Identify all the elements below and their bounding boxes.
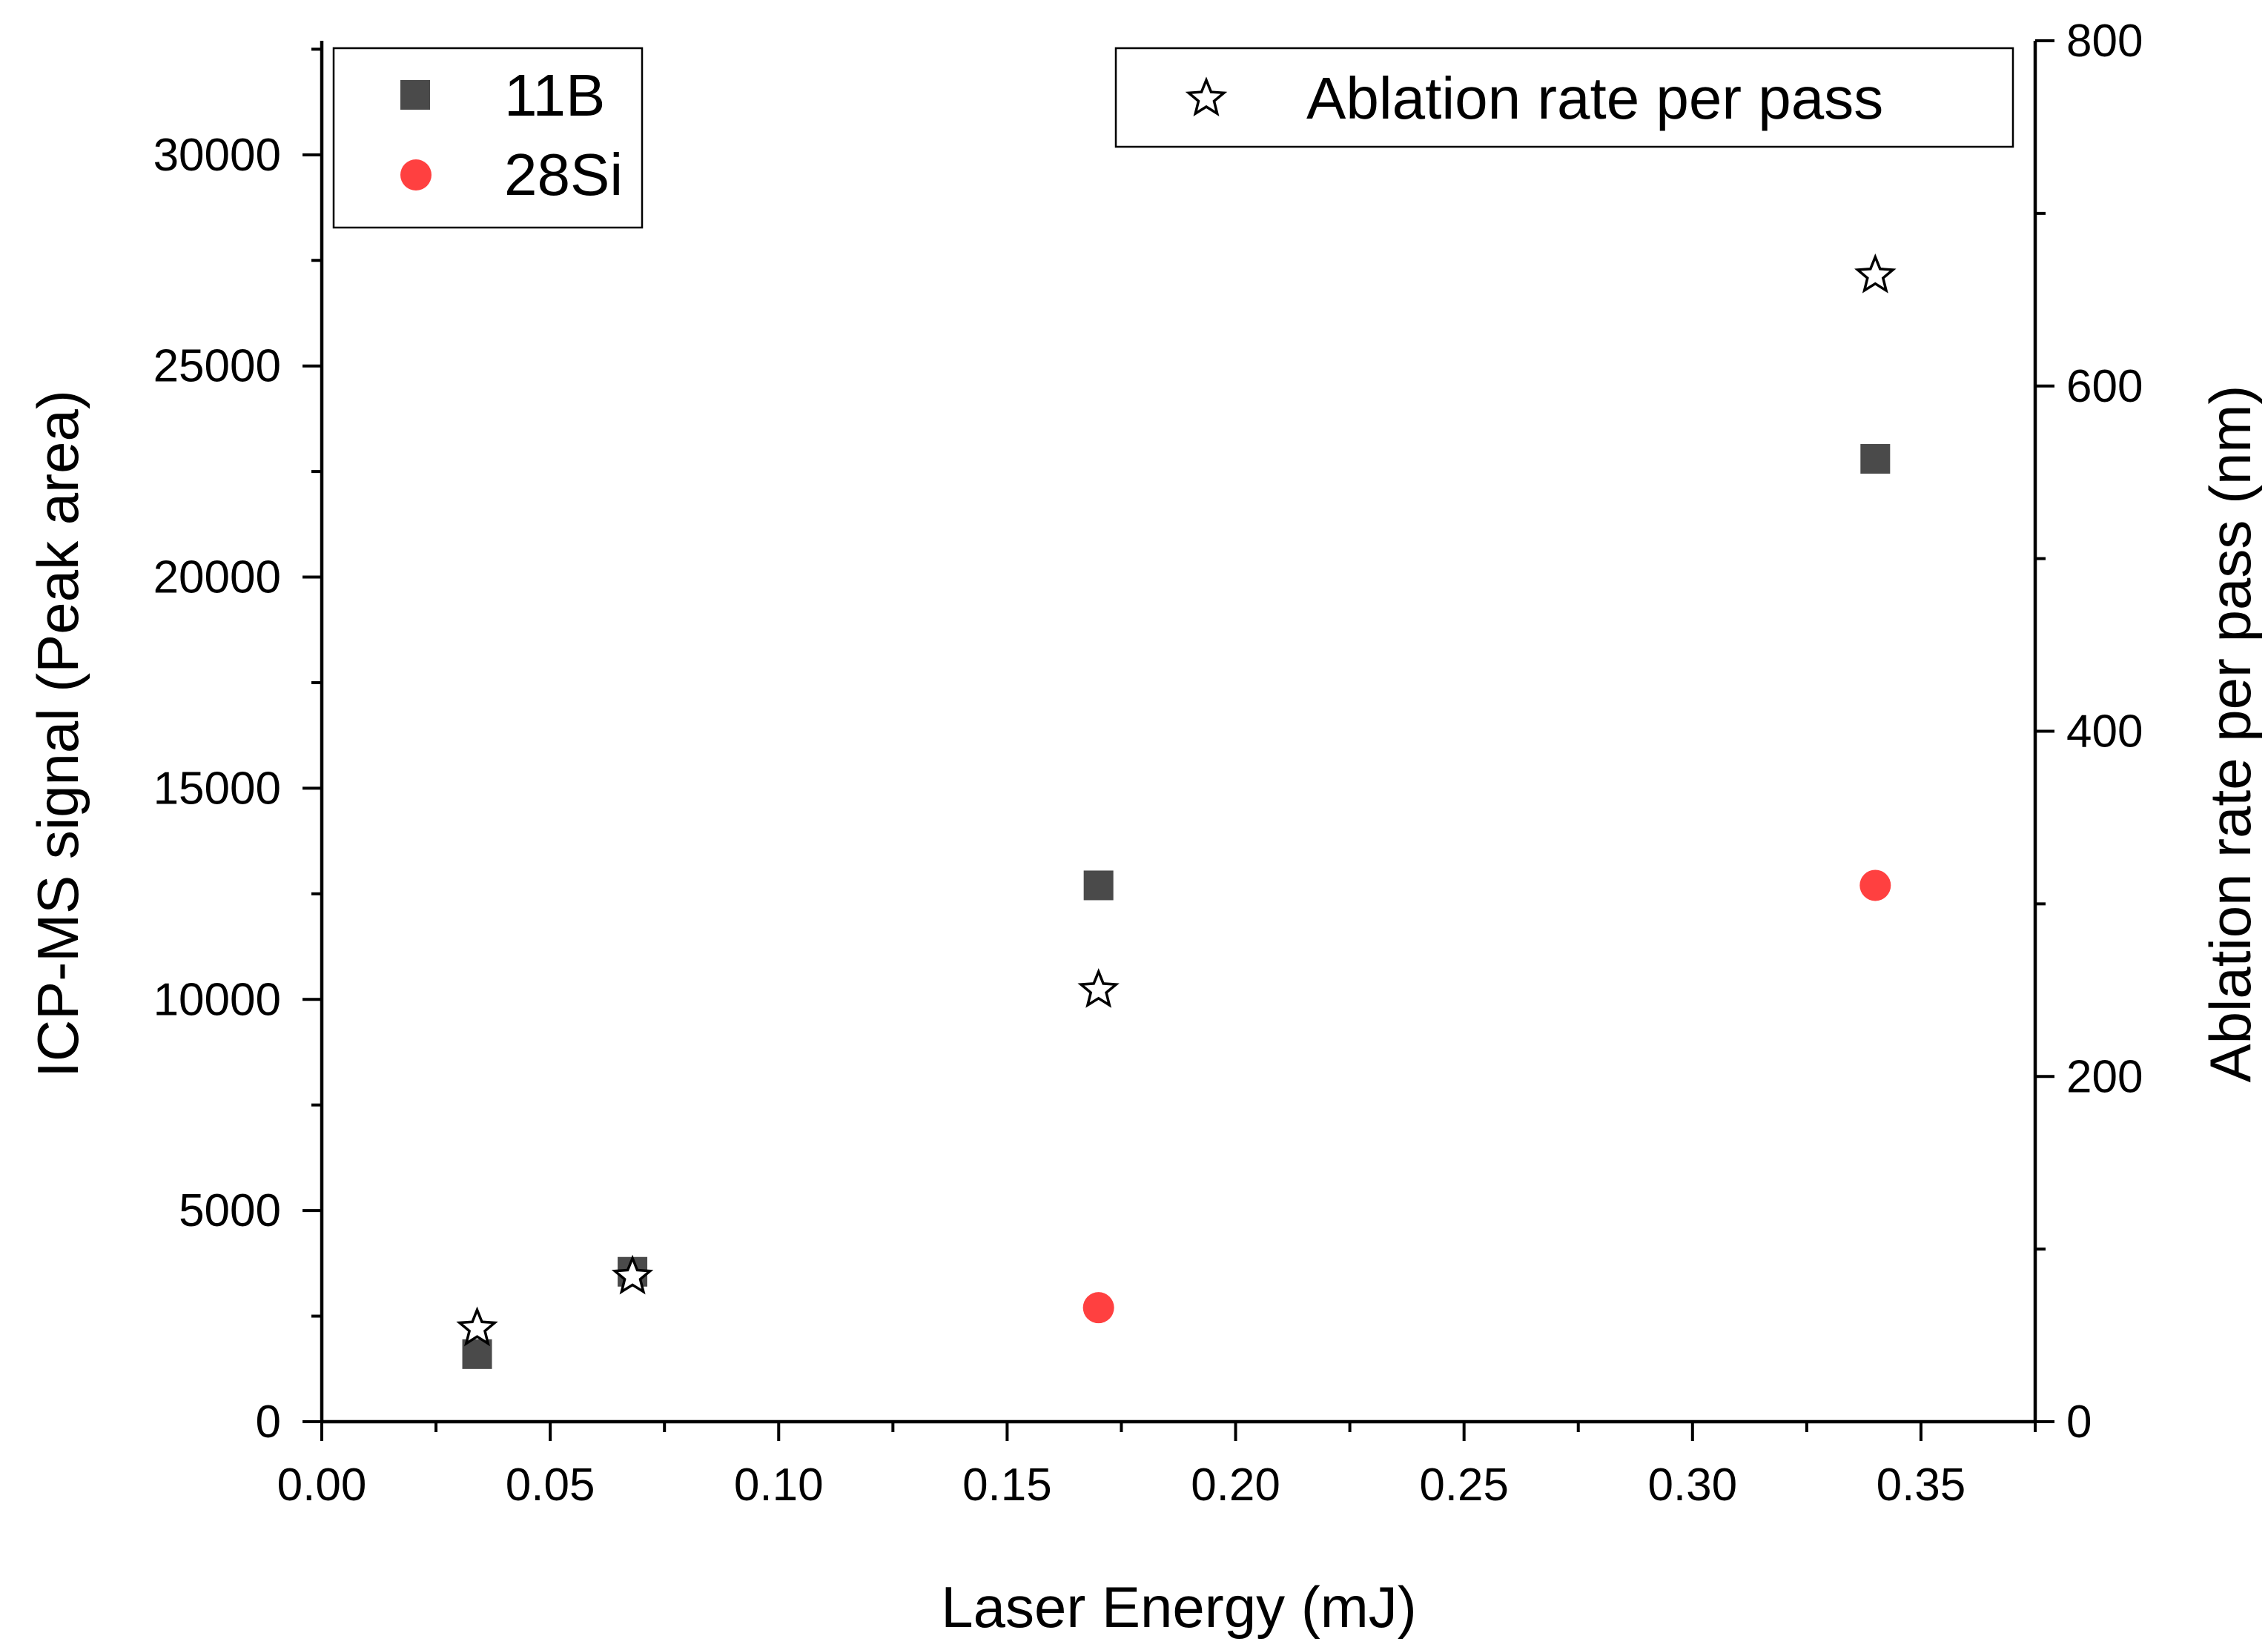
legend-28si-label: 28Si (504, 142, 623, 208)
point-ablation-rate-per-pass-2 (1077, 968, 1120, 1008)
right-y-tick-label: 0 (2066, 1396, 2092, 1448)
legend-right-frame (1114, 47, 2014, 148)
left-y-tick-label: 0 (256, 1396, 281, 1448)
right-y-tick-label: 400 (2066, 706, 2143, 758)
point-28si-1 (1859, 869, 1891, 901)
legend-ablation-label: Ablation rate per pass (1306, 65, 1883, 131)
right-y-axis-title: Ablation rate per pass (nm) (2198, 385, 2263, 1083)
x-tick-label: 0.10 (734, 1460, 824, 1511)
point-ablation-rate-per-pass-1 (611, 1254, 654, 1295)
point-ablation-rate-per-pass-0 (456, 1306, 498, 1347)
legend-left: 11B 28Si (332, 47, 644, 229)
left-y-tick-label: 20000 (153, 552, 281, 603)
x-tick-label: 0.35 (1877, 1460, 1966, 1511)
legend-11b-marker (400, 80, 430, 110)
left-y-tick-label: 30000 (153, 130, 281, 181)
point-ablation-rate-per-pass-3 (1854, 254, 1897, 294)
x-tick-label: 0.00 (277, 1460, 367, 1511)
right-y-tick-label: 200 (2066, 1051, 2143, 1102)
left-y-tick-label: 10000 (153, 974, 281, 1025)
x-axis-title: Laser Energy (mJ) (941, 1574, 1417, 1640)
legend-right: Ablation rate per pass (1114, 47, 2014, 148)
ticks-layer: 0.00 0.05 0.10 0.15 0.20 0.25 0.30 0.35 0 5000 100… (153, 16, 2143, 1511)
legend-28si-marker (400, 159, 432, 190)
left-y-tick-label: 15000 (153, 763, 281, 814)
point-11b-2 (1083, 870, 1114, 901)
legend-left-frame (332, 47, 644, 229)
marks-layer (456, 254, 1897, 1369)
legend-11b-label: 11B (504, 62, 605, 128)
x-tick-label: 0.20 (1191, 1460, 1280, 1511)
left-y-tick-label: 25000 (153, 341, 281, 392)
right-y-tick-label: 800 (2066, 16, 2143, 67)
x-tick-label: 0.05 (506, 1460, 595, 1511)
point-28si-0 (1082, 1292, 1114, 1324)
left-y-tick-label: 5000 (179, 1185, 281, 1236)
x-tick-label: 0.15 (962, 1460, 1052, 1511)
x-tick-label: 0.30 (1647, 1460, 1737, 1511)
right-y-tick-label: 600 (2066, 361, 2143, 412)
point-11b-3 (1860, 444, 1891, 474)
legend-ablation-marker (1185, 76, 1228, 116)
left-y-axis-title: ICP-MS signal (Peak area) (25, 390, 90, 1078)
x-tick-label: 0.25 (1419, 1460, 1509, 1511)
